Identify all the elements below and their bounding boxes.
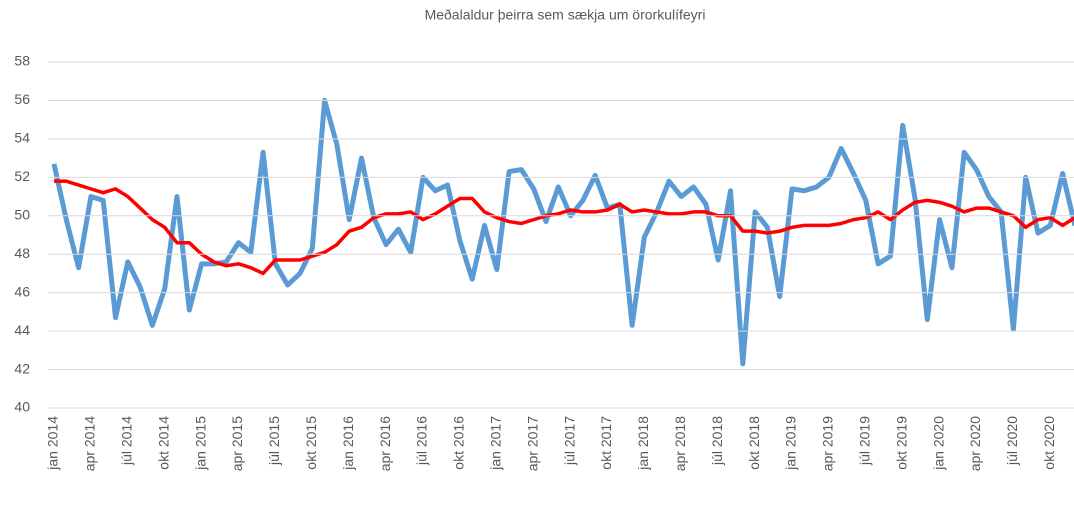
- x-tick-label: apr 2014: [82, 416, 98, 471]
- x-tick-label: júl 2015: [266, 416, 282, 466]
- y-tick-label: 48: [14, 245, 30, 261]
- data-line: [54, 179, 1074, 276]
- y-tick-label: 56: [14, 91, 30, 107]
- x-tick-label: okt 2016: [451, 416, 467, 470]
- x-tick-label: jan 2017: [488, 416, 504, 471]
- x-tick-label: okt 2020: [1041, 416, 1057, 470]
- x-tick-label: apr 2020: [967, 416, 983, 471]
- y-tick-label: 40: [14, 399, 30, 415]
- x-tick-label: apr 2018: [672, 416, 688, 471]
- x-tick-label: júl 2018: [709, 416, 725, 466]
- x-tick-label: jan 2015: [192, 416, 208, 471]
- x-tick-label: júl 2017: [561, 416, 577, 466]
- x-tick-label: júl 2014: [119, 416, 135, 466]
- y-tick-label: 52: [14, 168, 30, 184]
- data-line: [51, 97, 1074, 367]
- x-tick-label: apr 2015: [229, 416, 245, 471]
- x-tick-label: jan 2014: [45, 416, 61, 471]
- x-tick-label: jan 2019: [783, 416, 799, 471]
- y-tick-label: 58: [14, 53, 30, 69]
- x-tick-label: okt 2019: [893, 416, 909, 470]
- y-tick-label: 50: [14, 206, 30, 222]
- x-tick-label: jan 2016: [340, 416, 356, 471]
- y-tick-label: 44: [14, 322, 30, 338]
- x-tick-label: apr 2019: [820, 416, 836, 471]
- x-tick-label: okt 2015: [303, 416, 319, 470]
- x-tick-label: jan 2020: [930, 416, 946, 471]
- chart-title: Meðalaldur þeirra sem sækja um örorkulíf…: [425, 7, 706, 23]
- x-tick-label: okt 2014: [155, 416, 171, 470]
- x-tick-label: okt 2017: [598, 416, 614, 470]
- x-tick-label: júl 2020: [1004, 416, 1020, 466]
- x-tick-label: jan 2018: [635, 416, 651, 471]
- x-tick-label: júl 2019: [857, 416, 873, 466]
- x-tick-label: apr 2017: [524, 416, 540, 471]
- x-tick-label: okt 2018: [746, 416, 762, 470]
- y-tick-label: 46: [14, 283, 30, 299]
- y-tick-label: 42: [14, 360, 30, 376]
- plot-area: [51, 97, 1074, 367]
- x-tick-label: júl 2016: [414, 416, 430, 466]
- x-tick-label: apr 2016: [377, 416, 393, 471]
- y-tick-label: 54: [14, 130, 30, 146]
